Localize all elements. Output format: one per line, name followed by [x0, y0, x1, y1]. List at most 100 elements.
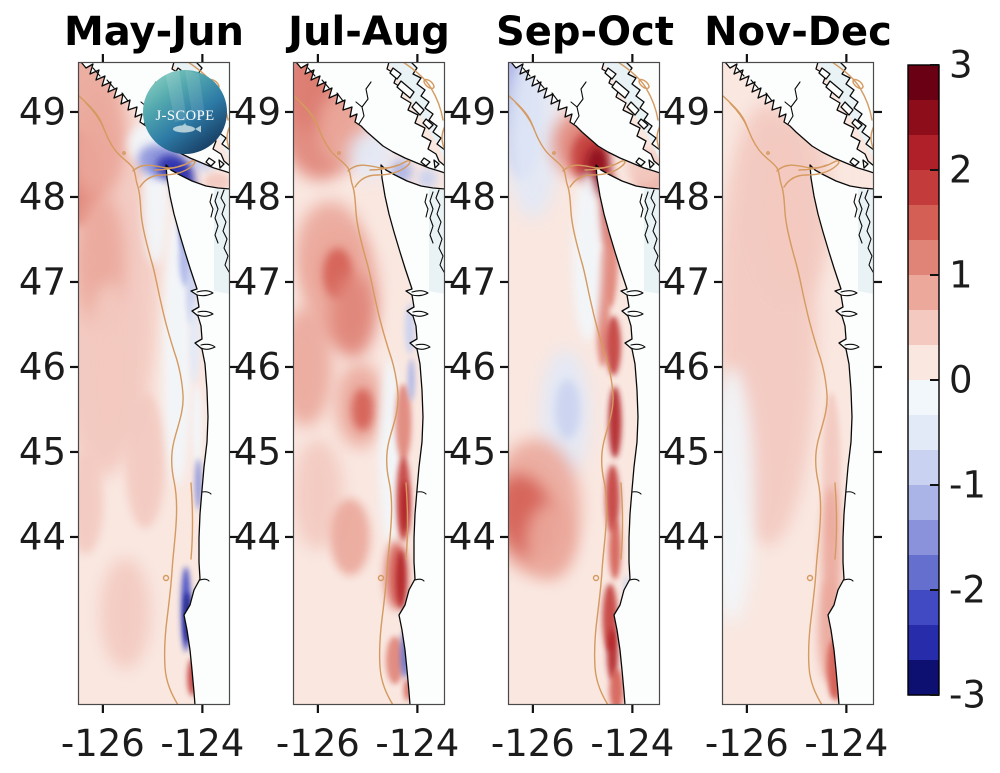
y-tick-label: 44 — [663, 515, 710, 558]
anomaly-blob — [605, 464, 620, 533]
colorbar-tick-label: 1 — [949, 254, 973, 297]
anomaly-blob — [608, 386, 622, 458]
colorbar-segment — [908, 310, 939, 346]
colorbar-segment — [908, 205, 939, 241]
anomaly-blob — [395, 549, 406, 610]
y-tick-label: 48 — [234, 175, 281, 218]
colorbar-tick-label: 0 — [949, 359, 973, 402]
anomaly-blob — [82, 281, 138, 452]
anomaly-blob — [508, 62, 561, 219]
colorbar-tick-label: 3 — [949, 44, 973, 87]
jscope-logo-text: J-SCOPE — [155, 108, 214, 124]
anomaly-blob — [555, 379, 581, 440]
x-tick-label: -126 — [61, 722, 145, 765]
anomaly-blob — [194, 458, 202, 510]
colorbar-segment — [908, 65, 939, 101]
anomaly-blob — [395, 383, 412, 461]
colorbar-segments — [908, 65, 939, 696]
anomaly-blob — [751, 111, 832, 299]
panel-sep-oct — [507, 61, 661, 706]
colorbar-segment — [908, 100, 939, 136]
x-tick-label: -124 — [804, 722, 888, 765]
y-tick-label: 49 — [449, 90, 496, 133]
colorbar-segment — [908, 345, 939, 381]
panel-border — [292, 61, 446, 706]
light-ray — [165, 70, 187, 122]
anomaly-blob — [572, 171, 603, 342]
colorbar-segment — [908, 415, 939, 451]
colorbar-segment — [908, 520, 939, 556]
anomaly-blob — [125, 392, 166, 529]
y-tick-label: 49 — [19, 90, 66, 133]
panel-border — [721, 61, 875, 706]
anomaly-blob — [100, 558, 151, 669]
panel-jul-aug — [292, 61, 446, 706]
x-tick-label: -124 — [590, 722, 674, 765]
y-tick-label: 49 — [663, 90, 710, 133]
colorbar-segment — [908, 135, 939, 171]
fish-fin — [182, 123, 187, 126]
colorbar-segment — [908, 625, 939, 661]
x-tick-label: -126 — [705, 722, 789, 765]
panel-titles: May-Jun Jul-Aug Sep-Oct Nov-Dec — [64, 9, 892, 55]
anomaly-blob — [293, 307, 333, 427]
panel-may-jun: J-SCOPE — [77, 61, 231, 706]
panel-border — [507, 61, 661, 706]
anomaly-blob — [78, 111, 121, 197]
y-tick-label: 45 — [449, 430, 496, 473]
colorbar-tick-labels: 3 2 1 0 -1 -2 -3 — [949, 44, 986, 717]
anomaly-blob — [608, 519, 621, 580]
anomaly-blob — [525, 502, 576, 580]
axis-tick-labels: 49 48 47 46 45 44 -126 -124 49 48 47 46 45 44 -126 -124… — [19, 90, 888, 765]
panel-nov-dec — [721, 61, 875, 706]
colorbar-tick-label: -2 — [949, 569, 986, 612]
x-tick-label: -124 — [375, 722, 459, 765]
anomaly-blob — [293, 439, 343, 550]
anomaly-blob — [351, 388, 374, 431]
colorbar-segment — [908, 240, 939, 276]
panel-title-nov-dec: Nov-Dec — [704, 9, 892, 55]
y-tick-label: 46 — [449, 345, 496, 388]
panel-border — [77, 61, 231, 706]
y-tick-label: 45 — [19, 430, 66, 473]
anomaly-blob — [189, 298, 200, 384]
panel-title-jul-aug: Jul-Aug — [285, 9, 450, 55]
y-tick-label: 44 — [19, 515, 66, 558]
x-tick-label: -126 — [491, 722, 575, 765]
anomaly-blob — [204, 173, 230, 191]
colorbar-segment — [908, 275, 939, 311]
colorbar-segment — [908, 590, 939, 626]
anomaly-blob — [417, 168, 438, 189]
y-tick-label: 45 — [663, 430, 710, 473]
colorbar-segment — [908, 660, 939, 696]
panel-title-sep-oct: Sep-Oct — [496, 9, 674, 55]
light-ray — [185, 70, 205, 120]
y-tick-label: 47 — [234, 260, 281, 303]
y-tick-label: 48 — [19, 175, 66, 218]
y-tick-label: 47 — [449, 260, 496, 303]
axis-tick-marks — [70, 54, 882, 713]
colorbar-segment — [908, 485, 939, 521]
y-tick-label: 45 — [234, 430, 281, 473]
panel-title-may-jun: May-Jun — [64, 9, 244, 55]
y-tick-label: 46 — [234, 345, 281, 388]
anomaly-blob — [609, 668, 624, 705]
anomaly-blob — [386, 636, 404, 685]
fish-silhouette — [173, 125, 195, 133]
colorbar-segment — [908, 170, 939, 206]
anomaly-blob — [192, 383, 202, 469]
y-tick-label: 49 — [234, 90, 281, 133]
x-tick-label: -124 — [160, 722, 244, 765]
y-tick-label: 47 — [663, 260, 710, 303]
anomaly-blob — [607, 628, 618, 680]
fish-tail — [195, 125, 201, 133]
colorbar-segment — [908, 380, 939, 416]
anomaly-blob — [330, 273, 376, 359]
y-tick-label: 46 — [19, 345, 66, 388]
colorbar-tick-label: -3 — [949, 674, 986, 717]
jscope-logo-circle — [143, 70, 227, 154]
colorbar-tick-marks — [930, 64, 939, 696]
anomaly-blob — [407, 358, 415, 401]
y-tick-label: 48 — [449, 175, 496, 218]
colorbar-segment — [908, 555, 939, 591]
